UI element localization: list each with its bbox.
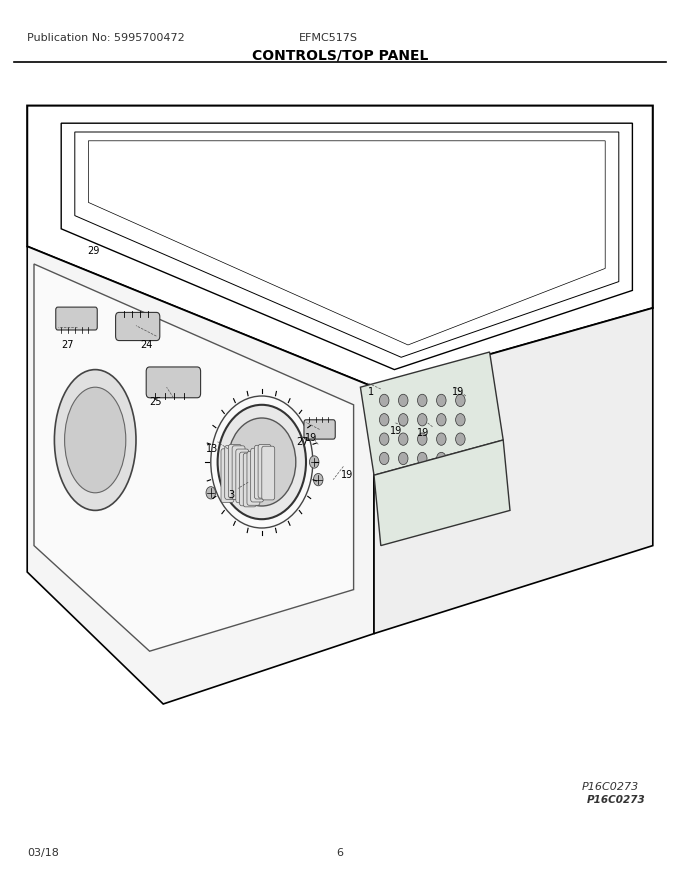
Polygon shape xyxy=(34,264,354,651)
FancyBboxPatch shape xyxy=(146,367,201,398)
Circle shape xyxy=(398,414,408,426)
Text: 03/18: 03/18 xyxy=(27,848,59,858)
Circle shape xyxy=(206,487,216,499)
Circle shape xyxy=(313,473,323,486)
Circle shape xyxy=(437,394,446,407)
Text: 27: 27 xyxy=(62,340,74,350)
Circle shape xyxy=(456,433,465,445)
FancyBboxPatch shape xyxy=(254,445,267,499)
Text: 29: 29 xyxy=(88,246,100,256)
FancyBboxPatch shape xyxy=(224,445,237,499)
Text: 25: 25 xyxy=(149,397,161,407)
FancyBboxPatch shape xyxy=(243,453,256,507)
Circle shape xyxy=(218,405,306,519)
Circle shape xyxy=(418,394,427,407)
Circle shape xyxy=(252,449,272,475)
FancyBboxPatch shape xyxy=(247,451,260,505)
Ellipse shape xyxy=(54,370,136,510)
Circle shape xyxy=(398,394,408,407)
FancyBboxPatch shape xyxy=(221,449,234,502)
FancyBboxPatch shape xyxy=(239,452,252,506)
Text: 24: 24 xyxy=(140,340,152,350)
Text: Publication No: 5995700472: Publication No: 5995700472 xyxy=(27,33,185,43)
FancyBboxPatch shape xyxy=(56,307,97,330)
Circle shape xyxy=(379,414,389,426)
Text: 3: 3 xyxy=(228,489,235,500)
Circle shape xyxy=(309,456,319,468)
Circle shape xyxy=(456,452,465,465)
FancyBboxPatch shape xyxy=(258,444,271,498)
Circle shape xyxy=(379,433,389,445)
Circle shape xyxy=(437,414,446,426)
Circle shape xyxy=(456,414,465,426)
Text: 13: 13 xyxy=(206,444,218,454)
Text: P16C0273: P16C0273 xyxy=(588,796,646,805)
Circle shape xyxy=(379,394,389,407)
Polygon shape xyxy=(374,440,510,546)
Text: 27: 27 xyxy=(296,436,309,447)
Circle shape xyxy=(437,452,446,465)
FancyBboxPatch shape xyxy=(304,420,335,439)
Text: 6: 6 xyxy=(337,848,343,858)
FancyBboxPatch shape xyxy=(262,446,275,500)
FancyBboxPatch shape xyxy=(116,312,160,341)
Text: 19: 19 xyxy=(417,428,429,438)
Ellipse shape xyxy=(65,387,126,493)
Circle shape xyxy=(398,433,408,445)
Circle shape xyxy=(437,433,446,445)
Circle shape xyxy=(418,414,427,426)
Circle shape xyxy=(398,452,408,465)
Text: 19: 19 xyxy=(305,433,318,444)
Circle shape xyxy=(228,418,296,506)
Text: 19: 19 xyxy=(341,470,353,480)
Text: CONTROLS/TOP PANEL: CONTROLS/TOP PANEL xyxy=(252,48,428,62)
FancyBboxPatch shape xyxy=(228,444,241,498)
Text: 19: 19 xyxy=(452,386,464,397)
Text: EFMC517S: EFMC517S xyxy=(299,33,358,43)
Polygon shape xyxy=(374,308,653,634)
Circle shape xyxy=(418,433,427,445)
Polygon shape xyxy=(27,246,374,704)
Polygon shape xyxy=(360,352,503,475)
Text: 19: 19 xyxy=(390,426,402,436)
Circle shape xyxy=(379,452,389,465)
Circle shape xyxy=(456,394,465,407)
FancyBboxPatch shape xyxy=(232,446,245,500)
FancyBboxPatch shape xyxy=(236,449,249,502)
Text: P16C0273: P16C0273 xyxy=(582,782,639,792)
Circle shape xyxy=(418,452,427,465)
Text: 1: 1 xyxy=(367,386,374,397)
FancyBboxPatch shape xyxy=(251,448,264,502)
